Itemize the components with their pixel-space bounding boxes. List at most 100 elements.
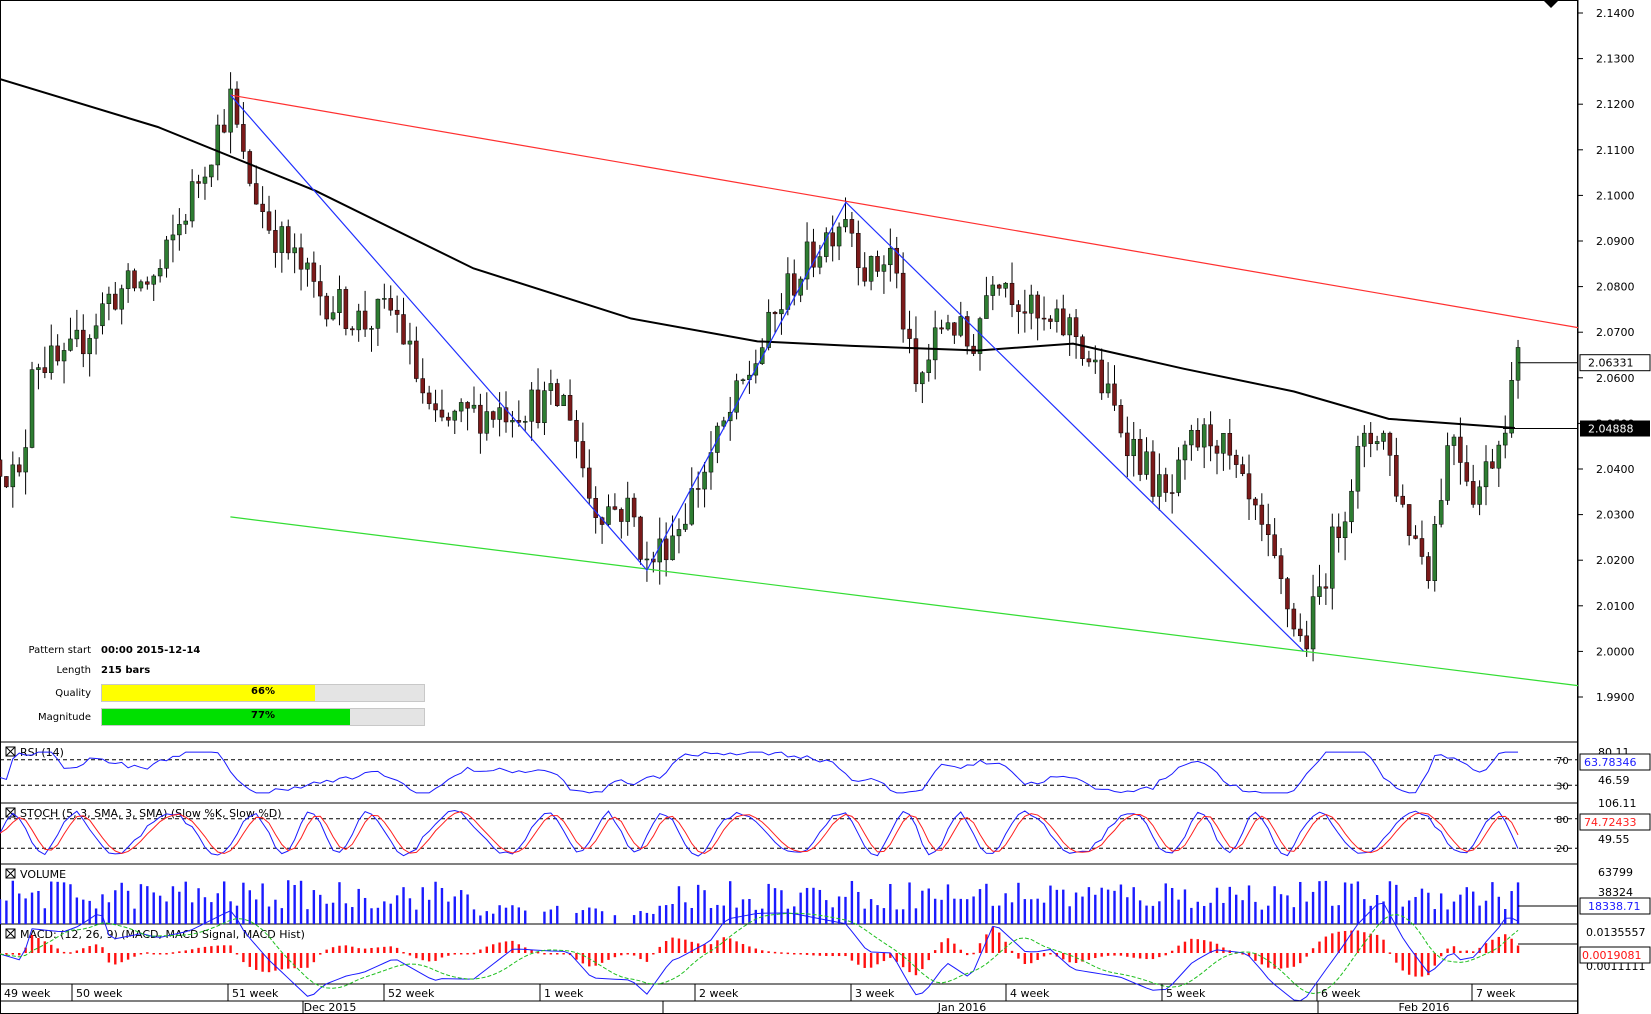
macd-hist-bar xyxy=(664,941,668,953)
quality-label: Quality xyxy=(55,688,91,699)
candle-body xyxy=(1304,635,1309,650)
candle-body xyxy=(1330,526,1335,589)
macd-hist-bar xyxy=(408,953,412,956)
macd-hist-bar xyxy=(242,953,245,963)
volume-bar xyxy=(331,902,335,924)
macd-hist-bar xyxy=(728,938,732,953)
macd-hist-bar xyxy=(793,953,796,955)
stoch-collapse-icon[interactable] xyxy=(5,807,16,818)
volume-bar xyxy=(1196,901,1199,924)
candle-body xyxy=(1419,538,1425,557)
volume-bar xyxy=(1042,902,1046,924)
macd-hist-bar xyxy=(1183,941,1187,953)
volume-bar xyxy=(1478,905,1481,924)
macd-hist-bar xyxy=(1062,953,1065,960)
stoch-collapse-icon-x xyxy=(5,807,16,818)
volume-bar xyxy=(1433,909,1436,924)
length-value: 215 bars xyxy=(101,665,151,676)
volume-bar xyxy=(1414,896,1417,924)
volume-bar xyxy=(953,898,956,924)
candle-body xyxy=(1195,429,1201,448)
macd-hist-bar xyxy=(1311,948,1315,953)
volume-bar xyxy=(242,882,245,924)
candle-body xyxy=(369,328,374,330)
macd-hist-bar xyxy=(684,939,687,953)
candle-body xyxy=(1374,441,1380,444)
macd-hist-bar xyxy=(62,951,66,954)
candle-body xyxy=(939,327,944,330)
candle-body xyxy=(151,275,156,285)
macd-hist-bar xyxy=(306,953,309,968)
candle-body xyxy=(1137,438,1143,475)
volume-collapse-icon[interactable] xyxy=(5,868,16,879)
candle-body xyxy=(407,340,413,345)
macd-hist-bar xyxy=(1260,953,1264,965)
scroll-marker-icon[interactable] xyxy=(1543,0,1559,8)
macd-hist-bar xyxy=(56,948,59,953)
stoch-value-box xyxy=(1579,813,1651,831)
macd-hist-bar xyxy=(709,944,713,953)
candle-body xyxy=(343,289,349,329)
volume-bar xyxy=(1292,907,1296,924)
macd-hist-bar xyxy=(857,953,860,965)
macd-hist-bar xyxy=(5,953,8,955)
volume-bar xyxy=(972,896,975,924)
macd-hist-bar xyxy=(1158,953,1161,958)
macd-hist-bar xyxy=(11,953,15,955)
macd-hist-bar xyxy=(882,953,886,962)
macd-hist-bar xyxy=(351,946,354,953)
volume-bar xyxy=(447,901,450,924)
candle-body xyxy=(791,273,797,296)
volume-bar xyxy=(1395,884,1398,924)
stoch-panel[interactable]: STOCH (5, 3, SMA, 3, SMA) (Slow %K, Slow… xyxy=(0,797,1651,865)
macd-hist-bar xyxy=(1299,953,1302,964)
volume-bar xyxy=(37,890,40,924)
candle-body xyxy=(356,310,361,331)
volume-bar xyxy=(1036,898,1039,924)
macd-hist-bar xyxy=(210,946,213,953)
macd-hist-bar xyxy=(376,947,380,953)
candle-body xyxy=(42,367,48,373)
macd-hist-bar xyxy=(1388,952,1392,954)
rsi-collapse-icon[interactable] xyxy=(5,746,16,757)
macd-panel[interactable]: MACD: (12, 26, 9) (MACD, MACD Signal, MA… xyxy=(0,902,1651,1002)
price-tick-label: 2.1400 xyxy=(1596,7,1635,20)
volume-bar xyxy=(927,888,930,924)
candle-body xyxy=(535,389,541,424)
candle-body xyxy=(1464,462,1470,482)
candle-body xyxy=(1246,473,1252,500)
volume-bar xyxy=(825,900,828,924)
candle-body xyxy=(23,447,28,473)
macd-hist-bar xyxy=(933,950,937,953)
candle-body xyxy=(1355,446,1361,492)
macd-hist-bar xyxy=(901,953,905,968)
macd-hist-bar xyxy=(914,953,918,976)
macd-hist-bar xyxy=(671,937,674,953)
macd-hist-bar xyxy=(1094,953,1097,959)
macd-hist-bar xyxy=(626,953,629,955)
candle-body xyxy=(804,241,810,280)
macd-hist-bar xyxy=(876,953,879,965)
candle-body xyxy=(1112,383,1117,406)
macd-hist-bar xyxy=(850,953,854,961)
volume-bar xyxy=(492,913,495,924)
volume-bar xyxy=(146,886,149,924)
volume-bar xyxy=(114,890,117,924)
candle-body xyxy=(394,309,400,315)
volume-bar xyxy=(600,911,604,924)
macd-hist-bar xyxy=(1087,953,1091,960)
candle-body xyxy=(311,262,317,282)
volume-bar xyxy=(722,905,725,924)
candle-body xyxy=(1406,504,1412,536)
macd-hist-bar xyxy=(126,953,130,960)
volume-bar xyxy=(850,880,854,924)
candle-body xyxy=(1381,432,1386,442)
price-panel[interactable] xyxy=(0,0,1579,1014)
macd-hist-bar xyxy=(1286,953,1289,968)
magnitude-bar: 77% xyxy=(101,708,425,726)
macd-collapse-icon[interactable] xyxy=(5,928,16,939)
candle-body xyxy=(285,226,291,254)
